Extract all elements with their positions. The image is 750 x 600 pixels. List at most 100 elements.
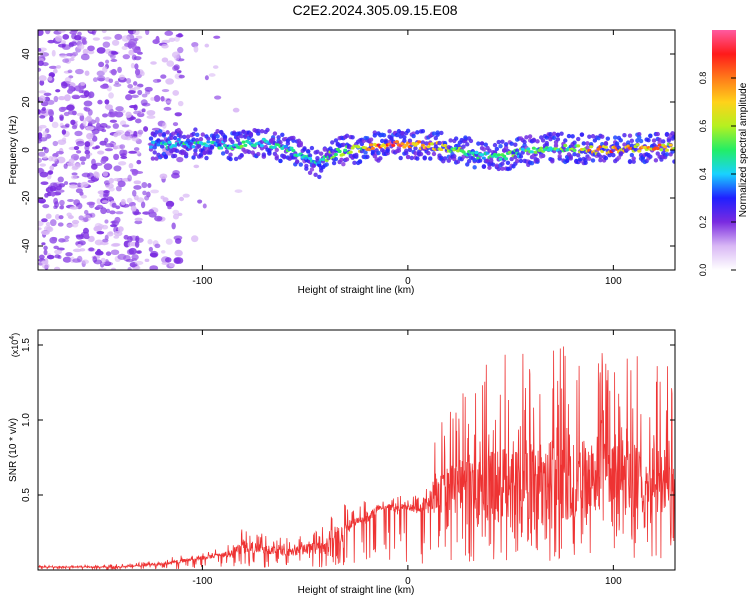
spectrogram-band-point xyxy=(494,146,500,152)
spectrogram-scatter-point xyxy=(102,41,111,48)
spectrogram-scatter-point xyxy=(137,129,144,135)
spectrogram-scatter-point xyxy=(109,210,116,215)
spectrogram-band-point xyxy=(365,154,370,160)
spectrogram-scatter-point xyxy=(156,79,162,83)
spectrogram-scatter-point xyxy=(43,249,48,256)
spectrogram-band-point xyxy=(302,147,307,152)
spectrogram-scatter-point xyxy=(111,39,120,46)
spectrogram-scatter-point xyxy=(164,30,174,36)
spectrogram-ridge-point xyxy=(655,146,660,151)
spectrogram-ridge-point xyxy=(337,149,342,154)
spectrogram-scatter-point xyxy=(80,53,90,61)
spectrogram-ridge-point xyxy=(219,146,224,150)
spectrogram-ridge-point xyxy=(191,145,196,149)
spectrogram-band-point xyxy=(627,133,633,138)
spectrogram-scatter-point xyxy=(146,115,156,119)
spectrogram-scatter-point xyxy=(67,69,73,74)
spectrogram-band-point xyxy=(448,138,453,143)
spectrogram-scatter-point xyxy=(58,215,64,220)
spectrogram-scatter-point xyxy=(133,81,138,86)
spectrogram-scatter-point xyxy=(174,257,184,264)
spectrogram-band-point xyxy=(478,158,483,163)
spectrogram-ridge-point xyxy=(563,143,568,148)
spectrogram-band-point xyxy=(611,147,616,153)
spectrogram-scatter-point xyxy=(84,141,91,148)
spectrogram-scatter-point xyxy=(172,213,179,220)
spectrogram-scatter-point xyxy=(39,171,49,178)
spectrogram-scatter-point xyxy=(160,74,167,79)
spectrogram-scatter-point xyxy=(93,162,103,166)
spectrogram-x-tick-label: 0 xyxy=(405,276,411,287)
spectrogram-scatter-point xyxy=(59,183,66,188)
spectrogram-band-point xyxy=(544,142,549,148)
spectrogram-band-point xyxy=(396,148,402,153)
spectrogram-scatter-point xyxy=(133,180,142,185)
spectrogram-ridge-point xyxy=(533,150,538,154)
spectrogram-scatter-point xyxy=(177,46,184,54)
spectrogram-scatter-point xyxy=(57,222,64,227)
spectrogram-band-point xyxy=(483,142,488,147)
spectrogram-band-point xyxy=(431,131,437,136)
spectrogram-scatter-point xyxy=(114,216,121,224)
spectrogram-band-point xyxy=(405,128,411,134)
spectrogram-band-point xyxy=(605,136,611,141)
spectrogram-scatter-point xyxy=(113,153,120,161)
spectrogram-ridge-point xyxy=(529,150,534,154)
spectrogram-band-point xyxy=(232,131,237,136)
spectrogram-scatter-point xyxy=(135,118,142,124)
spectrogram-band-point xyxy=(603,140,609,146)
spectrogram-scatter-point xyxy=(51,121,59,129)
spectrogram-scatter-point xyxy=(100,84,109,89)
spectrogram-scatter-point xyxy=(43,92,52,97)
spectrogram-band-point xyxy=(274,147,279,153)
spectrogram-scatter-point xyxy=(127,83,133,89)
spectrogram-band-point xyxy=(576,136,581,142)
spectrogram-band-point xyxy=(535,157,540,163)
spectrogram-scatter-point xyxy=(172,122,179,127)
snr-y-tick-label: 1.0 xyxy=(21,413,32,427)
spectrogram-scatter-point xyxy=(143,126,149,132)
spectrogram-scatter-point xyxy=(97,99,103,105)
spectrogram-ridge-point xyxy=(284,144,289,149)
spectrogram-ridge-point xyxy=(204,144,209,148)
snr-scale-exponent: 4 xyxy=(9,336,16,340)
spectrogram-scatter-point xyxy=(67,198,74,203)
spectrogram-band-point xyxy=(196,143,202,149)
spectrogram-band-point xyxy=(215,134,220,139)
spectrogram-band-point xyxy=(585,141,590,146)
spectrogram-scatter-point xyxy=(50,156,58,162)
spectrogram-x-tick-label: 100 xyxy=(605,276,622,287)
spectrogram-scatter-point xyxy=(117,226,124,233)
spectrogram-band-point xyxy=(600,134,605,139)
spectrogram-scatter-point xyxy=(68,42,75,48)
spectrogram-band-point xyxy=(291,135,296,141)
spectrogram-band-point xyxy=(452,154,457,159)
spectrogram-scatter-point xyxy=(61,81,68,89)
spectrogram-scatter-point xyxy=(92,37,101,41)
spectrogram-band-point xyxy=(502,148,507,153)
spectrogram-scatter-point xyxy=(133,130,138,138)
spectrogram-band-point xyxy=(280,132,285,137)
spectrogram-scatter-point xyxy=(66,224,75,228)
spectrogram-scatter-point xyxy=(58,30,66,33)
spectrogram-band-point xyxy=(426,150,431,156)
spectrogram-scatter-point xyxy=(127,174,132,182)
spectrogram-band-point xyxy=(331,160,337,166)
spectrogram-band-point xyxy=(169,135,174,141)
spectrogram-scatter-point xyxy=(174,112,182,117)
spectrogram-band-point xyxy=(198,152,204,158)
spectrogram-scatter-point xyxy=(110,58,118,62)
spectrogram-ridge-point xyxy=(394,140,399,144)
spectrogram-scatter-point xyxy=(102,171,109,177)
spectrogram-scatter-point xyxy=(104,99,110,105)
spectrogram-scatter-point xyxy=(128,163,134,169)
spectrogram-band-point xyxy=(551,135,557,141)
spectrogram-scatter-point xyxy=(85,153,91,159)
spectrogram-scatter-point xyxy=(117,66,122,74)
spectrogram-band-point xyxy=(524,135,529,140)
spectrogram-scatter-point xyxy=(38,67,42,72)
spectrogram-scatter-point xyxy=(68,158,75,165)
spectrogram-band-point xyxy=(182,134,187,140)
snr-x-axis-label: Height of straight line (km) xyxy=(298,585,415,596)
